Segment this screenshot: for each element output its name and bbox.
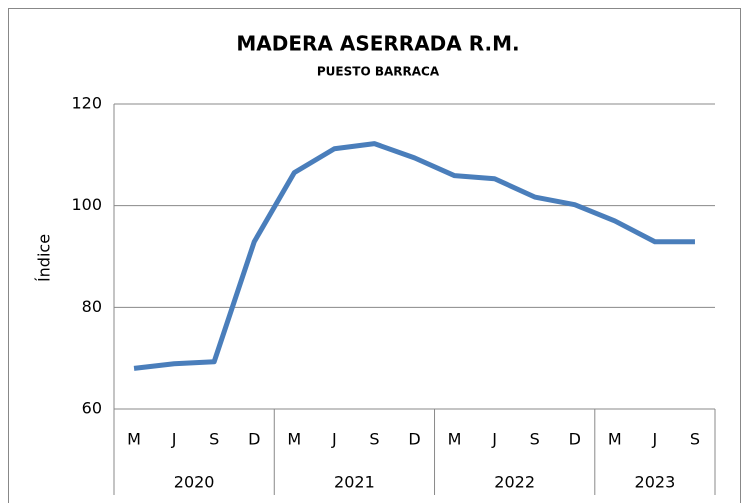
y-tick-label: 120: [71, 94, 102, 113]
x-tick-label: D: [248, 430, 260, 449]
x-tick-label: D: [569, 430, 581, 449]
chart-title: MADERA ASERRADA R.M.: [236, 32, 519, 56]
y-tick-label: 100: [71, 195, 102, 214]
group-label: 2023: [635, 473, 676, 492]
chart-subtitle: PUESTO BARRACA: [317, 65, 440, 79]
x-tick-label: J: [331, 430, 337, 449]
x-tick-label: S: [209, 430, 219, 449]
group-label: 2022: [494, 473, 535, 492]
x-tick-label: M: [448, 430, 462, 449]
group-label: 2020: [174, 473, 215, 492]
x-tick-label: S: [690, 430, 700, 449]
y-tick-label: 60: [82, 399, 102, 418]
chart-border: [8, 8, 741, 503]
y-axis-label: Índice: [35, 234, 54, 282]
data-line: [133, 141, 695, 371]
x-tick-label: J: [652, 430, 658, 449]
x-tick-label: S: [369, 430, 379, 449]
x-tick-label: M: [287, 430, 301, 449]
y-tick-label: 80: [82, 297, 102, 316]
group-label: 2021: [334, 473, 375, 492]
x-tick-label: J: [491, 430, 497, 449]
x-tick-label: J: [171, 430, 177, 449]
x-tick-label: M: [608, 430, 622, 449]
x-tick-label: M: [127, 430, 141, 449]
x-tick-label: S: [530, 430, 540, 449]
x-tick-label: D: [408, 430, 420, 449]
